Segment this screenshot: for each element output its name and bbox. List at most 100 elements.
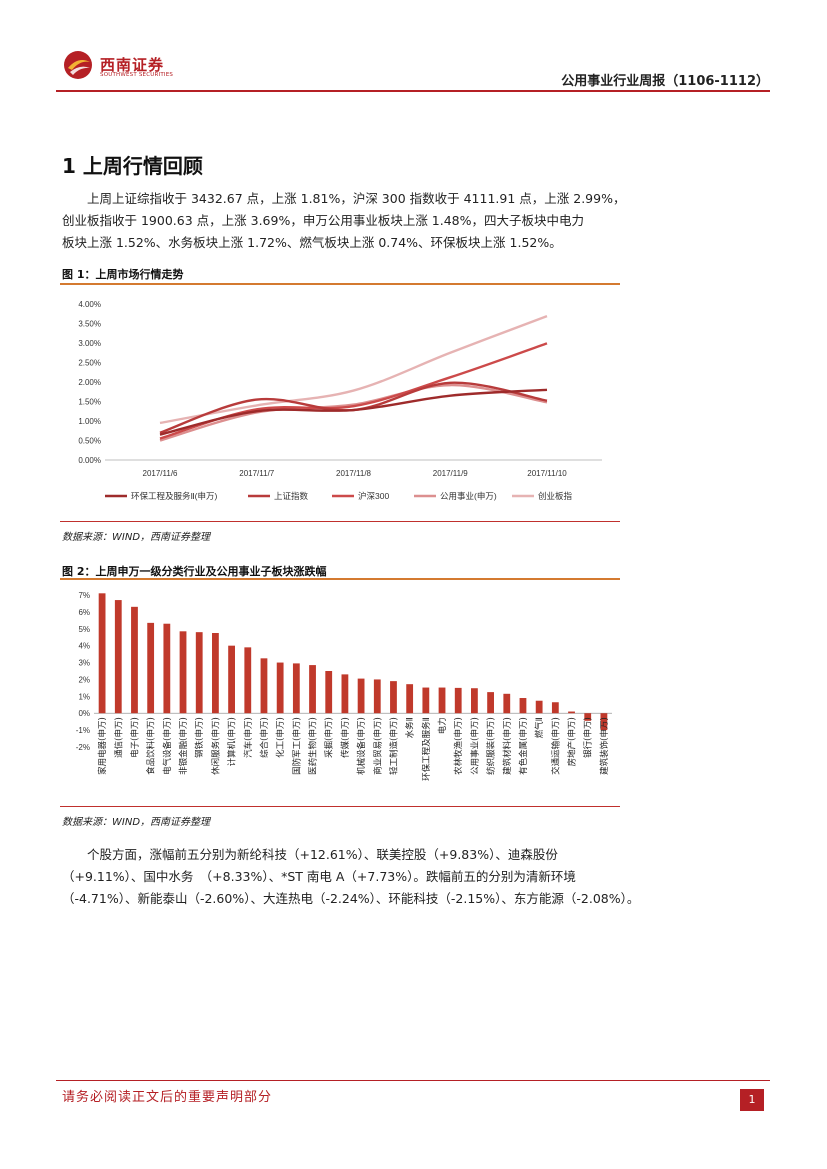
category-label: 机械设备(申万) bbox=[356, 717, 367, 775]
category-label: 交通运输(申万) bbox=[550, 717, 561, 775]
y-tick-label: -2% bbox=[76, 743, 90, 752]
category-label: 通信(申万) bbox=[113, 717, 124, 758]
category-label: 化工(申万) bbox=[275, 717, 286, 758]
x-tick-label: 2017/11/7 bbox=[239, 469, 275, 478]
bar bbox=[309, 665, 316, 714]
figure1-source: 数据来源：WIND，西南证券整理 bbox=[62, 532, 211, 543]
bar bbox=[131, 606, 138, 714]
legend-label: 环保工程及服务Ⅱ(申万) bbox=[131, 491, 218, 501]
figure2-top-rule bbox=[60, 578, 620, 580]
bar bbox=[471, 688, 478, 714]
logo-emblem-icon bbox=[64, 51, 92, 79]
category-label: 电气设备(申万) bbox=[162, 717, 173, 775]
y-tick-label: -1% bbox=[76, 726, 90, 735]
category-label: 计算机(申万) bbox=[227, 717, 238, 766]
category-label: 银行(申万) bbox=[583, 717, 594, 758]
series-line bbox=[159, 388, 548, 436]
y-tick-label: 5% bbox=[78, 625, 90, 634]
y-tick-label: 3% bbox=[78, 659, 90, 668]
category-label: 轻工制造(申万) bbox=[388, 717, 399, 775]
bar bbox=[454, 687, 462, 714]
category-label: 汽车(申万) bbox=[243, 717, 254, 758]
y-tick-label: 1.50% bbox=[78, 398, 101, 407]
header-divider bbox=[56, 90, 770, 92]
paragraph-line: 创业板指收于 1900.63 点，上涨 3.69%，申万公用事业板块上涨 1.4… bbox=[62, 213, 585, 228]
bar bbox=[179, 631, 187, 714]
bar bbox=[325, 671, 333, 714]
bar bbox=[438, 687, 446, 714]
category-label: 非银金融(申万) bbox=[178, 717, 189, 775]
y-tick-label: 1.00% bbox=[78, 417, 101, 426]
y-tick-label: 2.50% bbox=[78, 359, 101, 368]
figure1-top-rule bbox=[60, 283, 620, 285]
y-tick-label: 2% bbox=[78, 675, 90, 684]
category-label: 钢铁(申万) bbox=[194, 717, 205, 758]
category-label: 传媒(申万) bbox=[340, 717, 351, 758]
category-label: 水务Ⅱ bbox=[405, 717, 416, 738]
bar bbox=[487, 692, 494, 714]
bar bbox=[568, 711, 575, 714]
category-label: 电子(申万) bbox=[129, 717, 140, 758]
bar bbox=[406, 684, 414, 714]
category-label: 农林牧渔(申万) bbox=[453, 717, 464, 775]
y-tick-label: 3.00% bbox=[78, 339, 101, 348]
bar bbox=[244, 647, 252, 714]
y-tick-label: 0.50% bbox=[78, 437, 101, 446]
bar bbox=[373, 679, 381, 714]
paragraph-line: （+9.11%）、国中水务 （+8.33%）、*ST 南电 A（+7.73%）。… bbox=[62, 869, 576, 884]
category-label: 房地产(申万) bbox=[567, 717, 578, 766]
bar bbox=[260, 658, 268, 714]
figure1-title: 图 1：上周市场行情走势 bbox=[62, 268, 184, 281]
paragraph-line: 板块上涨 1.52%、水务板块上涨 1.72%、燃气板块上涨 0.74%、环保板… bbox=[62, 235, 562, 250]
y-tick-label: 4% bbox=[78, 642, 90, 651]
report-title: 公用事业行业周报（1106-1112） bbox=[561, 74, 769, 89]
bar bbox=[114, 600, 122, 714]
page-number: 1 bbox=[740, 1089, 764, 1111]
category-label: 家用电器(申万) bbox=[97, 717, 108, 775]
market-summary-paragraph: 上周上证综指收于 3432.67 点，上涨 1.81%，沪深 300 指数收于 … bbox=[62, 188, 625, 254]
bar bbox=[163, 623, 171, 714]
category-label: 有色金属(申万) bbox=[518, 717, 529, 775]
bar bbox=[341, 674, 349, 714]
x-tick-label: 2017/11/6 bbox=[143, 469, 179, 478]
category-label: 商业贸易(申万) bbox=[372, 717, 383, 775]
category-label: 休闲服务(申万) bbox=[210, 717, 221, 775]
figure1-bottom-rule bbox=[60, 521, 620, 522]
bar bbox=[584, 713, 592, 721]
bar bbox=[195, 632, 203, 714]
bar bbox=[390, 681, 397, 714]
bar bbox=[98, 593, 106, 714]
category-label: 电力 bbox=[437, 717, 448, 734]
category-label: 建筑装饰(申万) bbox=[599, 717, 610, 775]
bar bbox=[422, 687, 430, 714]
y-tick-label: 4.00% bbox=[78, 300, 101, 309]
y-tick-label: 3.50% bbox=[78, 320, 101, 329]
category-label: 医药生物(申万) bbox=[308, 717, 319, 775]
bar bbox=[228, 645, 235, 714]
bar bbox=[357, 678, 365, 714]
category-label: 环保工程及服务Ⅱ bbox=[421, 717, 432, 781]
y-tick-label: 1% bbox=[78, 692, 90, 701]
bar bbox=[535, 700, 543, 714]
paragraph-line: （-4.71%）、新能泰山（-2.60%）、大连热电（-2.24%）、环能科技（… bbox=[62, 891, 640, 906]
y-tick-label: 6% bbox=[78, 608, 90, 617]
x-tick-label: 2017/11/9 bbox=[433, 469, 469, 478]
series-line bbox=[159, 314, 548, 425]
x-tick-label: 2017/11/10 bbox=[527, 469, 567, 478]
bar bbox=[147, 622, 155, 714]
company-logo: 西南证券 SOUTHWEST SECURITIES bbox=[62, 48, 173, 84]
category-label: 食品饮料(申万) bbox=[146, 717, 157, 775]
legend-label: 上证指数 bbox=[274, 491, 309, 501]
y-tick-label: 2.00% bbox=[78, 378, 101, 387]
category-label: 建筑材料(申万) bbox=[502, 717, 513, 775]
disclaimer-notice: 请务必阅读正文后的重要声明部分 bbox=[62, 1090, 273, 1105]
category-label: 采掘(申万) bbox=[324, 717, 335, 758]
y-tick-label: 0.00% bbox=[78, 456, 101, 465]
category-label: 纺织服装(申万) bbox=[486, 717, 497, 775]
legend-label: 创业板指 bbox=[538, 491, 573, 501]
paragraph-line: 个股方面，涨幅前五分别为新纶科技（+12.61%）、联美控股（+9.83%）、迪… bbox=[62, 847, 558, 862]
bar bbox=[519, 698, 527, 714]
x-tick-label: 2017/11/8 bbox=[336, 469, 372, 478]
section-heading: 1 上周行情回顾 bbox=[62, 154, 203, 178]
bar bbox=[292, 663, 300, 714]
